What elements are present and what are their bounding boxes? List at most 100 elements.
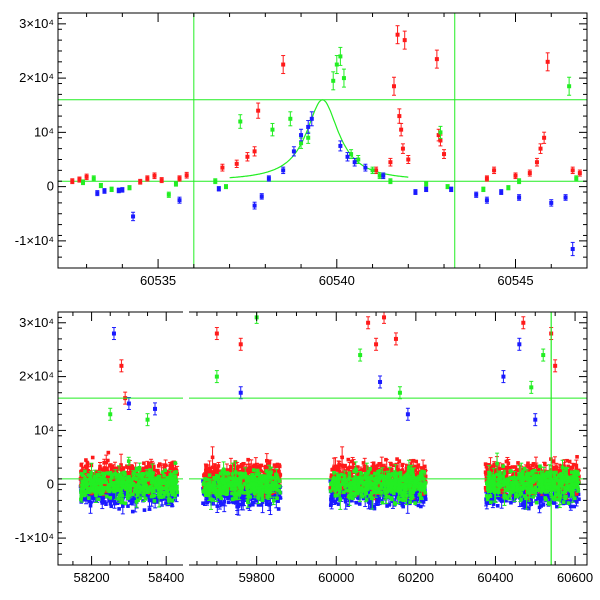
data-point	[208, 485, 213, 490]
data-point	[170, 495, 174, 500]
data-point	[102, 482, 107, 487]
data-point	[264, 483, 269, 487]
data-point	[84, 497, 88, 502]
data-point	[108, 463, 112, 468]
data-point	[424, 187, 429, 192]
data-point	[372, 506, 377, 511]
data-point	[234, 161, 239, 166]
data-point	[140, 469, 144, 473]
data-point	[140, 485, 145, 489]
data-point	[92, 482, 97, 486]
data-point	[207, 473, 212, 478]
data-point	[142, 490, 146, 495]
data-point	[166, 492, 170, 497]
data-point	[116, 488, 120, 492]
bottom-plot-area	[58, 312, 587, 565]
data-point	[111, 481, 115, 485]
data-point	[104, 460, 109, 465]
data-point	[173, 474, 178, 479]
data-point	[306, 124, 311, 129]
data-point	[218, 486, 222, 490]
data-point	[367, 489, 372, 494]
data-point	[474, 192, 479, 197]
data-point	[155, 476, 159, 481]
data-point	[152, 173, 157, 178]
data-point	[400, 503, 405, 507]
data-point	[235, 504, 239, 509]
data-point	[355, 495, 360, 500]
data-point	[142, 467, 147, 472]
data-point	[203, 472, 207, 476]
data-point	[240, 463, 244, 468]
data-point	[264, 469, 269, 473]
data-point	[138, 496, 143, 501]
data-point	[95, 191, 100, 196]
data-point	[79, 487, 84, 492]
data-point	[80, 483, 85, 487]
data-point	[125, 470, 130, 475]
data-point	[211, 498, 215, 502]
data-point	[238, 487, 243, 491]
data-point	[103, 478, 108, 482]
data-point	[86, 477, 91, 482]
data-point	[219, 496, 224, 501]
data-point	[247, 503, 252, 508]
data-point	[438, 130, 443, 135]
data-point	[86, 496, 91, 500]
data-point	[381, 494, 386, 498]
data-point	[278, 484, 282, 488]
data-point	[146, 478, 150, 482]
data-point	[213, 179, 218, 184]
data-point	[216, 488, 220, 493]
data-point	[106, 492, 111, 496]
data-point	[129, 479, 134, 483]
data-point	[413, 494, 418, 499]
data-point	[371, 461, 376, 466]
data-point	[414, 492, 419, 496]
data-point	[81, 487, 86, 491]
data-point	[337, 462, 341, 467]
data-point	[143, 484, 148, 488]
data-point	[151, 464, 156, 469]
data-point	[90, 479, 95, 484]
data-point	[162, 480, 167, 485]
data-point	[98, 481, 103, 486]
top-panel: 60535 60540 60545 -1×10⁴ 0 10⁴ 2×10⁴ 3×10⁴	[15, 12, 588, 288]
data-point	[235, 473, 240, 478]
data-point	[252, 482, 256, 487]
data-point	[204, 463, 208, 468]
data-point	[79, 497, 83, 502]
data-point	[238, 119, 243, 124]
data-point	[363, 165, 368, 170]
data-point	[100, 501, 105, 505]
data-point	[134, 487, 139, 491]
data-point	[126, 483, 131, 488]
x-tick-label: 60545	[497, 273, 533, 288]
data-point	[563, 195, 568, 200]
data-point	[241, 501, 245, 506]
data-point	[88, 503, 93, 508]
data-point	[269, 487, 273, 491]
data-point	[139, 493, 143, 498]
data-point	[277, 479, 282, 483]
data-point	[271, 472, 276, 476]
data-point	[104, 502, 108, 506]
data-point	[278, 473, 283, 477]
data-point	[123, 485, 127, 490]
data-point	[135, 472, 139, 477]
data-point	[85, 468, 89, 472]
data-point	[155, 500, 159, 504]
y-tick-label: -1×10⁴	[15, 233, 54, 248]
data-point	[96, 473, 100, 478]
data-point	[210, 494, 214, 498]
data-point	[238, 471, 242, 476]
data-point	[247, 483, 252, 487]
data-point	[413, 190, 418, 195]
data-point	[271, 494, 275, 499]
data-point	[229, 467, 234, 472]
data-point	[102, 188, 107, 193]
y-tick-label: 0	[47, 179, 54, 194]
data-point	[127, 185, 132, 190]
data-point	[377, 173, 382, 178]
data-point	[338, 143, 343, 148]
